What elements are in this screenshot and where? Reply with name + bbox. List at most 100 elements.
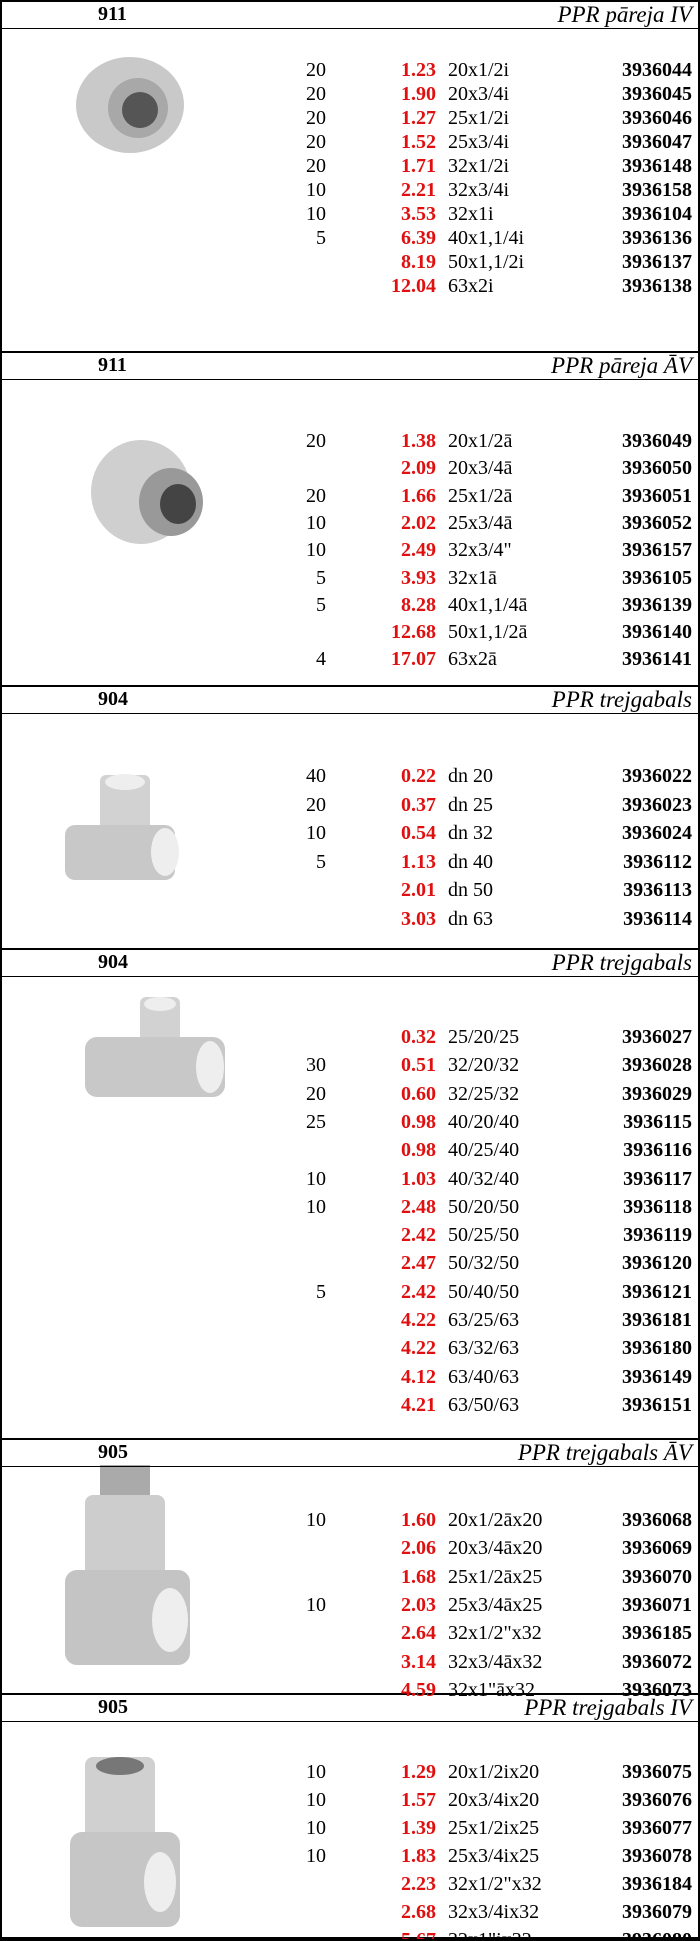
price: 1.29 bbox=[401, 1761, 436, 1783]
product-image bbox=[76, 57, 184, 153]
size: 32x1/2i bbox=[448, 155, 510, 177]
price: 0.51 bbox=[401, 1054, 436, 1077]
product-code: 911 bbox=[98, 3, 127, 25]
size: 25x1/2ix25 bbox=[448, 1817, 540, 1839]
article-number: 3936185 bbox=[622, 1622, 692, 1645]
article-number: 3936080 bbox=[622, 1929, 692, 1941]
size: 32x3/4ix32 bbox=[448, 1901, 540, 1923]
price: 1.27 bbox=[401, 107, 436, 129]
product-image bbox=[65, 774, 179, 880]
size: 63/50/63 bbox=[448, 1393, 520, 1416]
section-header: 905 PPR trejgabals IV bbox=[2, 1695, 698, 1722]
quantity: 10 bbox=[306, 203, 326, 225]
article-number: 3936117 bbox=[623, 1167, 692, 1190]
quantity: 10 bbox=[306, 539, 326, 562]
article-number: 3936138 bbox=[622, 275, 692, 297]
size: 32x1"āx32 bbox=[448, 1678, 536, 1701]
price: 4.22 bbox=[401, 1309, 436, 1331]
quantity: 20 bbox=[306, 131, 326, 153]
size: 20x3/4ix20 bbox=[448, 1789, 540, 1811]
article-number: 3936045 bbox=[622, 83, 692, 105]
article-number: 3936069 bbox=[622, 1537, 692, 1560]
article-number: 3936051 bbox=[622, 484, 692, 507]
product-title: PPR trejgabals bbox=[551, 687, 692, 712]
price: 2.02 bbox=[401, 511, 436, 534]
price: 0.37 bbox=[401, 793, 436, 816]
article-number: 3936046 bbox=[622, 107, 692, 129]
quantity: 10 bbox=[306, 1167, 326, 1190]
quantity: 5 bbox=[316, 593, 326, 616]
size: 32x1i bbox=[448, 203, 494, 225]
article-number: 3936141 bbox=[622, 648, 692, 671]
quantity: 20 bbox=[306, 484, 326, 507]
size: dn 40 bbox=[448, 850, 493, 873]
article-number: 3936104 bbox=[622, 203, 692, 225]
quantity: 10 bbox=[306, 1195, 326, 1218]
price: 1.90 bbox=[401, 83, 436, 105]
size: 63x2i bbox=[448, 275, 494, 297]
size: 20x1/2i bbox=[448, 59, 510, 81]
size: 40x1,1/4i bbox=[448, 227, 525, 249]
size: dn 20 bbox=[448, 765, 493, 787]
article-number: 3936115 bbox=[623, 1110, 692, 1133]
product-section: 905 PPR trejgabals ĀV 10 1.60 20x1/2āx20 3936… bbox=[2, 1440, 698, 1701]
product-title: PPR trejgabals bbox=[551, 950, 692, 975]
article-number: 3936078 bbox=[622, 1845, 692, 1867]
price: 2.09 bbox=[401, 457, 436, 480]
quantity: 20 bbox=[306, 793, 326, 816]
price: 3.14 bbox=[401, 1650, 436, 1673]
product-image bbox=[85, 997, 225, 1097]
article-number: 3936119 bbox=[623, 1224, 692, 1247]
size: 25x1/2ā bbox=[448, 484, 513, 507]
article-number: 3936184 bbox=[622, 1873, 692, 1895]
quantity: 5 bbox=[316, 850, 326, 873]
product-title: PPR pāreja IV bbox=[557, 2, 692, 27]
section-header: 911 PPR pāreja ĀV bbox=[2, 353, 698, 380]
size: 32x3/4āx32 bbox=[448, 1650, 543, 1673]
quantity: 5 bbox=[316, 566, 326, 589]
article-number: 3936076 bbox=[622, 1789, 692, 1811]
size: 32x1/2"x32 bbox=[448, 1622, 542, 1645]
price: 8.28 bbox=[401, 593, 436, 616]
quantity: 10 bbox=[306, 1845, 326, 1867]
article-number: 3936049 bbox=[622, 430, 692, 452]
product-image bbox=[91, 440, 203, 544]
quantity: 30 bbox=[306, 1054, 326, 1077]
price: 8.19 bbox=[401, 251, 436, 273]
article-number: 3936075 bbox=[622, 1761, 692, 1783]
size: 20x1/2āx20 bbox=[448, 1509, 543, 1531]
article-number: 3936120 bbox=[622, 1252, 692, 1275]
article-number: 3936070 bbox=[622, 1565, 692, 1588]
size: 50/25/50 bbox=[448, 1224, 520, 1247]
quantity: 10 bbox=[306, 179, 326, 201]
price: 0.98 bbox=[401, 1139, 436, 1162]
product-code: 904 bbox=[98, 951, 128, 973]
size: 32x1"ix32 bbox=[448, 1929, 532, 1941]
size: 20x3/4āx20 bbox=[448, 1537, 543, 1560]
size: 63/40/63 bbox=[448, 1365, 520, 1388]
size: 63x2ā bbox=[448, 648, 497, 671]
price: 2.48 bbox=[401, 1195, 436, 1218]
quantity: 10 bbox=[306, 1789, 326, 1811]
price: 1.38 bbox=[401, 430, 436, 452]
price: 6.39 bbox=[401, 227, 436, 249]
price: 2.01 bbox=[401, 879, 436, 901]
size: 50/20/50 bbox=[448, 1195, 520, 1218]
size: 32x3/4" bbox=[448, 539, 512, 562]
price: 3.03 bbox=[401, 907, 436, 930]
article-number: 3936136 bbox=[622, 227, 692, 249]
size: 25x1/2i bbox=[448, 107, 510, 129]
quantity: 10 bbox=[306, 1761, 326, 1783]
size: 25x3/4ix25 bbox=[448, 1845, 540, 1867]
price: 1.83 bbox=[401, 1845, 436, 1867]
product-title: PPR trejgabals IV bbox=[524, 1695, 692, 1720]
section-header: 911 PPR pāreja IV bbox=[2, 2, 698, 29]
article-number: 3936105 bbox=[622, 566, 692, 589]
size: 40/25/40 bbox=[448, 1139, 520, 1162]
size: 50x1,1/2ā bbox=[448, 621, 528, 644]
price: 2.06 bbox=[401, 1537, 436, 1560]
price: 5.67 bbox=[401, 1929, 436, 1941]
product-code: 905 bbox=[98, 1696, 128, 1718]
article-number: 3936073 bbox=[622, 1678, 692, 1701]
size: 32/20/32 bbox=[448, 1054, 520, 1077]
